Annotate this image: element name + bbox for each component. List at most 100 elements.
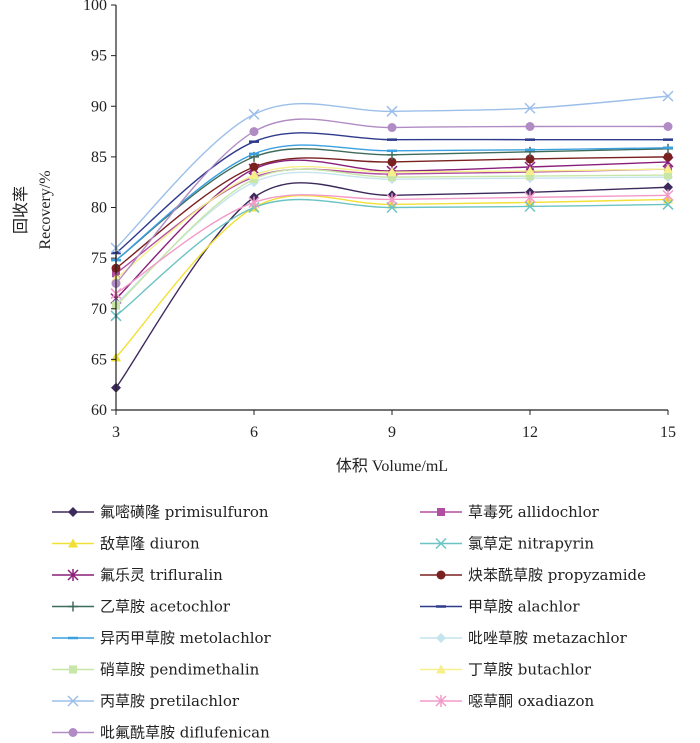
x-tick: 15 <box>660 410 676 441</box>
data-point <box>388 173 396 182</box>
series-line <box>115 95 669 249</box>
y-axis-label-en: Recovery/% <box>37 170 54 249</box>
legend-item: 乙草胺 acetochlor <box>52 598 231 616</box>
x-tick-label: 15 <box>660 424 676 441</box>
series-line <box>115 159 669 300</box>
y-tick-label: 70 <box>91 301 107 318</box>
x-tick: 9 <box>388 410 396 441</box>
data-point <box>663 182 673 193</box>
data-point <box>664 171 672 180</box>
legend-label: 乙草胺 acetochlor <box>100 598 231 616</box>
data-point <box>249 127 259 137</box>
legend-marker <box>67 569 79 581</box>
legend-label: 氟嘧磺隆 primisulfuron <box>100 503 269 521</box>
legend-label: 吡唑草胺 metazachlor <box>468 629 628 647</box>
x-tick: 12 <box>522 410 538 441</box>
legend-label: 草毒死 allidochlor <box>468 503 600 521</box>
legend-item: 草毒死 allidochlor <box>420 503 600 521</box>
x-tick: 6 <box>250 410 258 441</box>
y-tick: 75 <box>91 250 116 267</box>
legend-item: 丁草胺 butachlor <box>420 661 592 679</box>
data-point <box>524 191 536 204</box>
y-tick: 85 <box>91 149 116 166</box>
legend-item: 硝草胺 pendimethalin <box>52 661 260 679</box>
legend-marker <box>69 665 77 674</box>
x-tick-label: 6 <box>250 424 258 441</box>
legend-marker <box>435 695 447 707</box>
series-line <box>115 194 669 358</box>
data-point <box>525 122 535 131</box>
series-line <box>115 118 669 284</box>
plot-lines <box>110 90 674 393</box>
y-tick-label: 65 <box>91 351 107 368</box>
data-point <box>663 122 673 131</box>
y-tick: 100 <box>83 0 116 14</box>
y-tick-label: 80 <box>91 200 107 217</box>
y-axis-label-cn: 回收率 <box>12 186 30 234</box>
legend-label: 甲草胺 alachlor <box>468 598 580 616</box>
series-line <box>115 168 669 307</box>
legend-label: 硝草胺 pendimethalin <box>100 661 260 679</box>
y-tick-label: 90 <box>91 98 107 115</box>
series-line <box>115 148 669 261</box>
data-point <box>387 123 397 133</box>
legend: 氟嘧磺隆 primisulfuron 草毒死 allidochlor 敌草隆 diu… <box>52 503 646 742</box>
data-point <box>662 189 674 202</box>
y-tick-label: 60 <box>91 402 107 419</box>
series-5 <box>111 152 673 273</box>
y-tick-label: 100 <box>83 0 107 14</box>
series-line <box>115 171 669 305</box>
legend-item: 吡唑草胺 metazachlor <box>420 629 628 647</box>
data-point <box>524 102 536 114</box>
data-point <box>386 105 398 117</box>
y-tick: 95 <box>91 48 116 65</box>
series-line <box>115 182 669 389</box>
data-point <box>526 172 534 181</box>
legend-label: 氟乐灵 trifluralin <box>100 566 223 584</box>
x-tick: 3 <box>112 410 120 441</box>
data-point <box>249 170 259 180</box>
data-point <box>387 157 397 167</box>
data-point <box>662 90 674 102</box>
series-line <box>115 144 669 261</box>
legend-item: 氟乐灵 trifluralin <box>52 566 223 584</box>
data-point <box>249 162 259 172</box>
legend-item: 氟嘧磺隆 primisulfuron <box>52 503 269 521</box>
y-ticks: 60 65 70 75 80 85 90 95 100 <box>83 0 116 419</box>
legend-item: 吡氟酰草胺 diflufenican <box>52 724 270 742</box>
y-tick-label: 95 <box>91 48 107 65</box>
y-tick: 65 <box>91 351 116 368</box>
y-tick-label: 85 <box>91 149 107 166</box>
data-point <box>250 175 258 184</box>
legend-marker <box>67 695 79 707</box>
legend-marker <box>68 728 78 737</box>
legend-label: 炔苯酰草胺 propyzamide <box>468 566 646 584</box>
series-7 <box>111 132 673 255</box>
data-point <box>525 146 535 157</box>
legend-label: 吡氟酰草胺 diflufenican <box>100 724 270 742</box>
legend-label: 丙草胺 pretilachlor <box>100 692 240 710</box>
legend-label: 异丙甲草胺 metolachlor <box>100 629 272 647</box>
y-tick-label: 75 <box>91 250 107 267</box>
series-2 <box>111 194 673 362</box>
legend-item: 甲草胺 alachlor <box>420 598 580 616</box>
x-ticks: 3 6 9 12 15 <box>112 410 676 441</box>
series-8 <box>111 144 673 262</box>
y-tick: 90 <box>91 98 116 115</box>
legend-marker <box>68 538 78 548</box>
data-point <box>248 108 260 120</box>
legend-item: 敌草隆 diuron <box>52 535 200 553</box>
legend-marker <box>436 633 446 643</box>
x-tick-label: 12 <box>522 424 538 441</box>
series-line <box>115 132 668 254</box>
legend-marker <box>68 601 78 612</box>
legend-marker <box>68 507 78 517</box>
data-point <box>386 201 398 214</box>
data-point <box>387 167 397 177</box>
legend-marker <box>435 537 447 550</box>
legend-item: 氯草定 nitrapyrin <box>420 535 594 553</box>
legend-label: 敌草隆 diuron <box>100 535 200 553</box>
data-point <box>663 164 673 174</box>
y-tick: 60 <box>91 402 116 419</box>
series-line <box>115 198 669 317</box>
